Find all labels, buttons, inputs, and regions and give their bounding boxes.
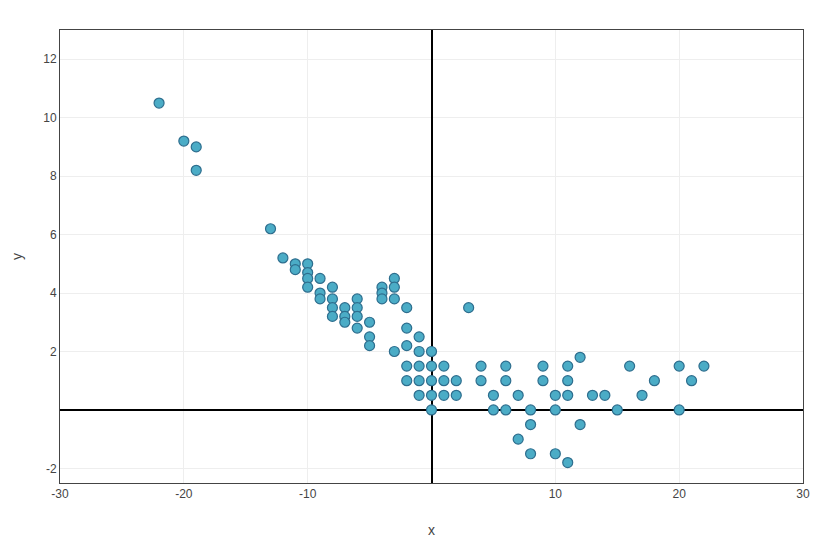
svg-text:x: x: [428, 522, 435, 538]
svg-text:12: 12: [43, 52, 57, 66]
svg-text:6: 6: [50, 228, 57, 242]
svg-text:8: 8: [50, 169, 57, 183]
svg-text:-2: -2: [46, 462, 57, 476]
svg-text:-20: -20: [175, 487, 193, 501]
svg-text:2: 2: [50, 345, 57, 359]
svg-text:30: 30: [796, 487, 810, 501]
svg-text:10: 10: [43, 111, 57, 125]
svg-text:10: 10: [549, 487, 563, 501]
svg-text:20: 20: [672, 487, 686, 501]
svg-text:-10: -10: [299, 487, 317, 501]
svg-text:4: 4: [50, 286, 57, 300]
svg-text:-30: -30: [51, 487, 69, 501]
svg-text:y: y: [9, 253, 25, 260]
